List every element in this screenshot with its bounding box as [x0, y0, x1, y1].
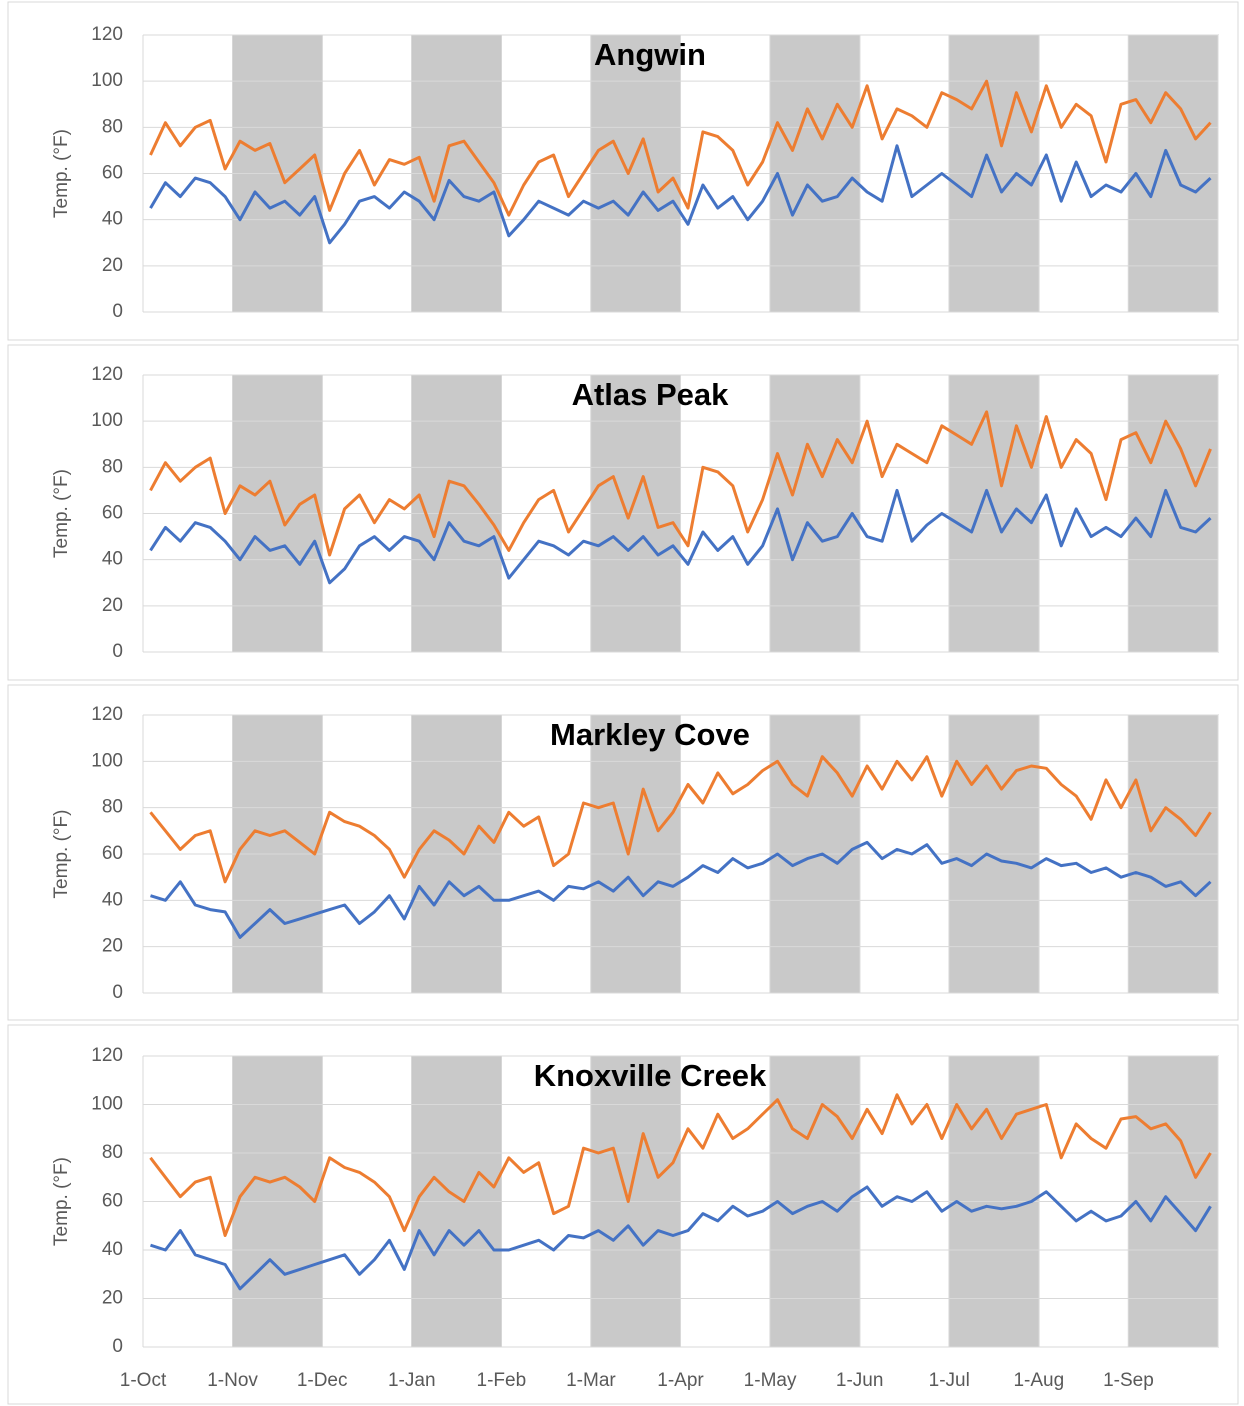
chart-title: Angwin	[594, 37, 706, 72]
y-tick-label: 80	[102, 797, 123, 818]
y-tick-label: 120	[91, 24, 123, 45]
y-tick-label: 40	[102, 889, 123, 910]
x-tick-label: 1-Nov	[207, 1370, 258, 1391]
series-line	[150, 840, 1212, 939]
y-tick-label: 100	[91, 410, 123, 431]
y-tick-label: 80	[102, 116, 123, 137]
series-line	[149, 144, 1212, 245]
y-tick-label: 0	[112, 982, 123, 1003]
x-tick-label: 1-Feb	[477, 1370, 527, 1391]
y-axis-label: Temp. (°F)	[51, 129, 72, 218]
panel-frame	[7, 1024, 1239, 1405]
y-tick-label: 0	[112, 301, 123, 322]
y-tick-label: 40	[102, 209, 123, 230]
chart-title: Atlas Peak	[572, 377, 730, 412]
y-tick-label: 60	[102, 163, 123, 184]
series-line	[149, 755, 1212, 884]
panel-frame	[7, 684, 1239, 1021]
x-tick-label: 1-Jul	[929, 1370, 970, 1391]
panel-frame	[7, 344, 1239, 681]
x-tick-label: 1-Jun	[836, 1370, 884, 1391]
y-tick-label: 120	[91, 364, 123, 385]
y-tick-label: 100	[91, 750, 123, 771]
series-line	[150, 1185, 1212, 1291]
y-tick-label: 60	[102, 503, 123, 524]
y-tick-label: 120	[91, 704, 123, 725]
y-tick-label: 0	[112, 1336, 123, 1357]
x-tick-label: 1-Sep	[1103, 1370, 1154, 1391]
y-tick-label: 80	[102, 456, 123, 477]
y-tick-label: 60	[102, 843, 123, 864]
y-axis-label: Temp. (°F)	[51, 810, 72, 899]
y-tick-label: 0	[112, 641, 123, 662]
y-tick-label: 20	[102, 255, 123, 276]
series-line	[149, 79, 1212, 217]
y-tick-label: 40	[102, 549, 123, 570]
y-tick-label: 80	[102, 1142, 123, 1163]
panel-frame	[7, 1, 1239, 341]
y-axis-label: Temp. (°F)	[51, 1157, 72, 1246]
y-tick-label: 20	[102, 595, 123, 616]
series-line	[149, 1093, 1212, 1237]
x-tick-label: 1-Aug	[1013, 1370, 1064, 1391]
y-tick-label: 60	[102, 1191, 123, 1212]
y-tick-label: 120	[91, 1045, 123, 1066]
x-tick-label: 1-May	[744, 1370, 797, 1391]
y-tick-label: 40	[102, 1239, 123, 1260]
y-tick-label: 100	[91, 1094, 123, 1115]
x-tick-label: 1-Jan	[388, 1370, 436, 1391]
y-tick-label: 20	[102, 1288, 123, 1309]
y-tick-label: 100	[91, 70, 123, 91]
x-tick-label: 1-Apr	[657, 1370, 704, 1391]
series-line	[149, 488, 1212, 585]
chart-title: Knoxville Creek	[534, 1058, 767, 1093]
y-axis-label: Temp. (°F)	[51, 469, 72, 558]
x-tick-label: 1-Oct	[120, 1370, 167, 1391]
x-tick-label: 1-Mar	[566, 1370, 616, 1391]
y-tick-label: 20	[102, 936, 123, 957]
chart-title: Markley Cove	[550, 717, 750, 752]
series-line	[149, 410, 1212, 557]
x-tick-label: 1-Dec	[297, 1370, 348, 1391]
